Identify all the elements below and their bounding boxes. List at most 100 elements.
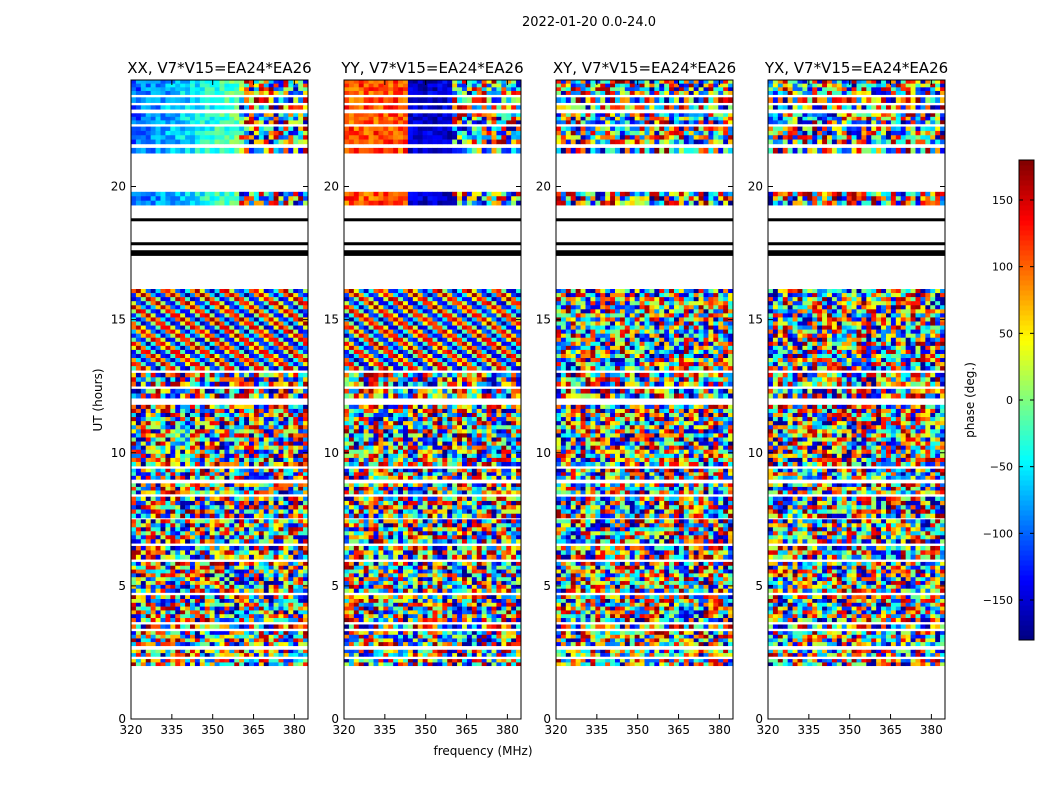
colorbar-segment xyxy=(1019,305,1034,311)
colorbar-segment xyxy=(1019,380,1034,386)
colorbar-segment xyxy=(1019,465,1034,471)
colorbar-segment xyxy=(1019,475,1034,481)
colorbar-segment xyxy=(1019,180,1034,186)
colorbar-segment xyxy=(1019,495,1034,501)
colorbar-segment xyxy=(1019,295,1034,301)
panel-frame xyxy=(555,79,734,720)
colorbar-segment xyxy=(1019,210,1034,216)
colorbar-segment xyxy=(1019,235,1034,241)
colorbar-segment xyxy=(1019,280,1034,286)
colorbar-segment xyxy=(1019,345,1034,351)
y-tick-label: 10 xyxy=(748,446,763,460)
colorbar-segment xyxy=(1019,470,1034,476)
colorbar: −150 −100 −50 0 50 100 150 xyxy=(983,159,1035,641)
panel-title: XX, V7*V15=EA24*EA26 xyxy=(127,59,311,77)
colorbar-segment xyxy=(1019,390,1034,396)
colorbar-segment xyxy=(1019,190,1034,196)
colorbar-segment xyxy=(1019,445,1034,451)
colorbar-segment xyxy=(1019,290,1034,296)
colorbar-tick-label: 0 xyxy=(1006,394,1013,407)
colorbar-segment xyxy=(1019,285,1034,291)
colorbar-segment xyxy=(1019,570,1034,576)
colorbar-tick-label: 50 xyxy=(999,327,1013,340)
y-tick-label: 10 xyxy=(536,446,551,460)
x-tick-label: 320 xyxy=(545,723,568,737)
colorbar-segment xyxy=(1019,555,1034,561)
flag-line xyxy=(556,250,733,254)
x-tick-label: 380 xyxy=(283,723,306,737)
colorbar-segment xyxy=(1019,335,1034,341)
x-tick-label: 335 xyxy=(373,723,396,737)
y-tick-label: 0 xyxy=(331,712,339,726)
colorbar-segment xyxy=(1019,275,1034,281)
colorbar-segment xyxy=(1019,420,1034,426)
x-tick-label: 365 xyxy=(667,723,690,737)
heatmap-cells xyxy=(131,80,309,667)
y-tick-label: 5 xyxy=(543,579,551,593)
colorbar-segment xyxy=(1019,205,1034,211)
x-tick-label: 365 xyxy=(242,723,265,737)
y-tick-label: 0 xyxy=(118,712,126,726)
colorbar-segment xyxy=(1019,250,1034,256)
flag-line xyxy=(131,218,308,222)
colorbar-segment xyxy=(1019,595,1034,601)
colorbar-segment xyxy=(1019,430,1034,436)
x-tick-label: 335 xyxy=(797,723,820,737)
y-axis-label: UT (hours) xyxy=(91,368,105,431)
x-tick-label: 335 xyxy=(160,723,183,737)
colorbar-segment xyxy=(1019,200,1034,206)
colorbar-segment xyxy=(1019,460,1034,466)
colorbar-segment xyxy=(1019,270,1034,276)
colorbar-segment xyxy=(1019,525,1034,531)
colorbar-segment xyxy=(1019,245,1034,251)
x-tick-label: 335 xyxy=(585,723,608,737)
colorbar-segment xyxy=(1019,530,1034,536)
panel-frame xyxy=(130,79,309,720)
y-tick-label: 15 xyxy=(748,313,763,327)
colorbar-segment xyxy=(1019,620,1034,626)
colorbar-segment xyxy=(1019,410,1034,416)
colorbar-segment xyxy=(1019,535,1034,541)
x-axis-label: frequency (MHz) xyxy=(433,744,532,758)
flag-line xyxy=(131,250,308,254)
colorbar-segment xyxy=(1019,415,1034,421)
y-tick-label: 15 xyxy=(111,313,126,327)
flag-line xyxy=(131,252,308,256)
flag-line xyxy=(556,252,733,256)
panel-4: YX, V7*V15=EA24*EA26 320 335 350 365 380 0 5 10 1… xyxy=(748,59,948,737)
heatmap-cells xyxy=(344,80,522,667)
colorbar-segment xyxy=(1019,610,1034,616)
x-tick-label: 380 xyxy=(708,723,731,737)
panel-2: YY, V7*V15=EA24*EA26 320 335 350 365 380 0 5 10 1… xyxy=(324,59,524,737)
colorbar-tick-label: 100 xyxy=(992,261,1013,274)
colorbar-segment xyxy=(1019,320,1034,326)
panel-frame xyxy=(767,79,946,720)
colorbar-segment xyxy=(1019,170,1034,176)
colorbar-segment xyxy=(1019,560,1034,566)
y-tick-label: 10 xyxy=(324,446,339,460)
panel-title: XY, V7*V15=EA24*EA26 xyxy=(553,59,736,77)
panel-frame xyxy=(343,79,522,720)
colorbar-segment xyxy=(1019,635,1034,641)
colorbar-segment xyxy=(1019,630,1034,636)
y-tick-label: 0 xyxy=(755,712,763,726)
colorbar-segment xyxy=(1019,490,1034,496)
colorbar-segment xyxy=(1019,440,1034,446)
colorbar-tick-label: −50 xyxy=(990,461,1013,474)
colorbar-segment xyxy=(1019,505,1034,511)
colorbar-segment xyxy=(1019,450,1034,456)
colorbar-segment xyxy=(1019,615,1034,621)
colorbar-tick-label: −150 xyxy=(983,594,1013,607)
panel-background xyxy=(768,80,945,719)
x-tick-label: 320 xyxy=(757,723,780,737)
x-tick-label: 350 xyxy=(626,723,649,737)
flag-line xyxy=(344,218,521,222)
colorbar-segment xyxy=(1019,365,1034,371)
colorbar-segment xyxy=(1019,395,1034,401)
x-tick-label: 365 xyxy=(455,723,478,737)
colorbar-segment xyxy=(1019,315,1034,321)
y-tick-label: 15 xyxy=(324,313,339,327)
flag-line xyxy=(768,242,945,246)
colorbar-segment xyxy=(1019,165,1034,171)
